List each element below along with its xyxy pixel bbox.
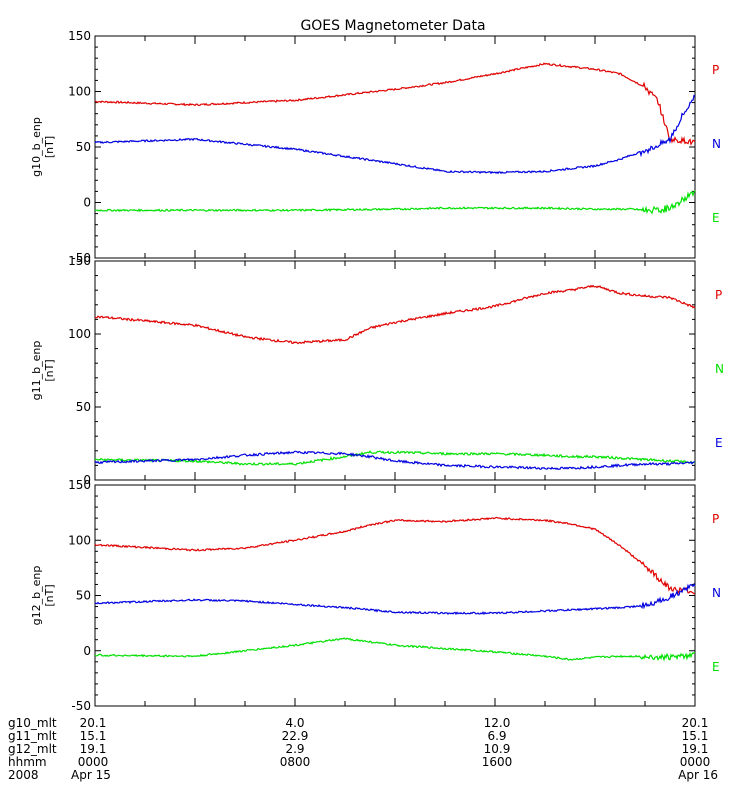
footer-value: Apr 16: [678, 768, 718, 782]
panel-3-legend-e: E: [712, 660, 720, 674]
panel-2-ylabel: g11_b_enp: [30, 341, 43, 401]
footer-value: 19.1: [682, 742, 709, 756]
footer-value: 15.1: [682, 729, 709, 743]
footer-value: 15.1: [80, 729, 107, 743]
footer-value: 0000: [78, 755, 109, 769]
footer-value: 10.9: [484, 742, 511, 756]
panel-3-legend-p: P: [712, 512, 719, 526]
footer-value: 12.0: [484, 716, 511, 730]
panel-3-legend-n: N: [712, 586, 721, 600]
footer-value: 20.1: [80, 716, 107, 730]
panel-1-ytick-label: 50: [76, 140, 91, 154]
panel-3-ytick-label: 50: [76, 589, 91, 603]
panel-2-frame: [94, 260, 696, 481]
panel-2-legend-e: E: [715, 436, 723, 450]
panel-2-ytick-label: 50: [76, 400, 91, 414]
footer-value: 6.9: [487, 729, 506, 743]
panel-2-ytick-label: 150: [68, 254, 91, 268]
panel-3-series-n-line: [94, 582, 696, 616]
panel-1-series-n-line: [94, 94, 696, 175]
footer-value: 20.1: [682, 716, 709, 730]
panel-2-legend-n: N: [715, 362, 724, 376]
panel-2-series-n-line: [94, 450, 696, 466]
panel-1-ytick-label: 100: [68, 85, 91, 99]
panel-1-yunit: [nT]: [43, 136, 56, 158]
footer-value: Apr 15: [71, 768, 111, 782]
footer-value: 4.0: [285, 716, 304, 730]
panel-3-ytick-label: -50: [71, 699, 91, 713]
panel-2-ytick-label: 100: [68, 327, 91, 341]
panel-2-legend-p: P: [715, 288, 722, 302]
footer-row-label: 2008: [8, 768, 39, 782]
panel-3-ylabel: g12_b_enp: [30, 566, 43, 626]
panel-1-ytick-label: -50: [71, 251, 91, 265]
footer-value: 2.9: [285, 742, 304, 756]
chart-title: GOES Magnetometer Data: [300, 18, 485, 34]
footer-row-label: g10_mlt: [8, 716, 57, 730]
panel-1-ytick-label: 150: [68, 29, 91, 43]
panel-1-series-p-line: [94, 62, 696, 146]
panel-3-series-e-line: [94, 637, 696, 662]
panel-3-yunit: [nT]: [43, 584, 56, 606]
footer-value: 22.9: [282, 729, 309, 743]
panel-1-ytick-label: 0: [83, 196, 91, 210]
footer-row-label: g11_mlt: [8, 729, 57, 743]
panel-1-legend-e: E: [712, 211, 720, 225]
footer-row-label: hhmm: [8, 755, 47, 769]
panel-1-legend-p: P: [712, 63, 719, 77]
panel-2-series-p-line: [94, 284, 696, 345]
footer-value: 19.1: [80, 742, 107, 756]
panel-3-ytick-label: 0: [83, 644, 91, 658]
footer-row-label: g12_mlt: [8, 742, 57, 756]
panel-2-ytick-label: 0: [83, 473, 91, 487]
footer-value: 0000: [680, 755, 711, 769]
panel-1-legend-n: N: [712, 137, 721, 151]
footer-value: 1600: [482, 755, 513, 769]
panel-1-series-e-line: [94, 190, 696, 215]
panel-1-ylabel: g10_b_enp: [30, 117, 43, 177]
panel-3-series-p-line: [94, 516, 696, 595]
panel-1-frame: [94, 35, 696, 259]
panel-2-yunit: [nT]: [43, 359, 56, 381]
panel-3-ytick-label: 100: [68, 533, 91, 547]
panel-2-series-e-line: [94, 450, 696, 471]
panel-3-frame: [94, 484, 696, 707]
panel-3-ytick-label: 150: [68, 478, 91, 492]
footer-value: 0800: [280, 755, 311, 769]
